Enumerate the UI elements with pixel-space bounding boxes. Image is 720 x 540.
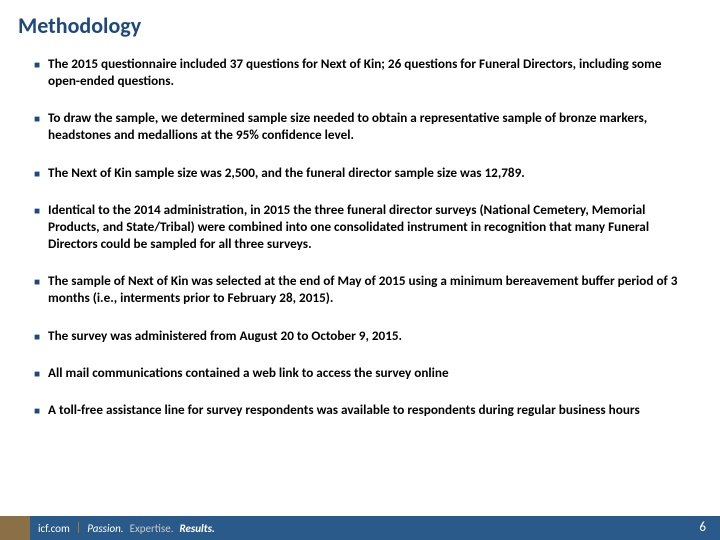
- bullet-text: The 2015 questionnaire included 37 quest…: [48, 55, 686, 89]
- bullet-marker-icon: ■: [34, 58, 40, 71]
- list-item: ■ The Next of Kin sample size was 2,500,…: [34, 164, 686, 181]
- bullet-marker-icon: ■: [34, 367, 40, 380]
- footer-tagline: Results.: [179, 522, 214, 535]
- list-item: ■ The sample of Next of Kin was selected…: [34, 272, 686, 306]
- bullet-marker-icon: ■: [34, 275, 40, 288]
- footer-brand: icf.com: [38, 522, 70, 535]
- bullet-marker-icon: ■: [34, 204, 40, 217]
- list-item: ■ A toll-free assistance line for survey…: [34, 401, 686, 418]
- slide: Methodology ■ The 2015 questionnaire inc…: [0, 0, 720, 540]
- footer-accent: [0, 516, 30, 540]
- bullet-marker-icon: ■: [34, 404, 40, 417]
- footer-tagline: Expertise.: [130, 522, 174, 535]
- bullet-text: Identical to the 2014 administration, in…: [48, 201, 686, 252]
- footer-main: icf.com | Passion. Expertise. Results.: [30, 516, 720, 540]
- bullet-text: To draw the sample, we determined sample…: [48, 109, 686, 143]
- bullet-marker-icon: ■: [34, 330, 40, 343]
- bullet-text: All mail communications contained a web …: [48, 364, 686, 381]
- list-item: ■ Identical to the 2014 administration, …: [34, 201, 686, 252]
- list-item: ■ All mail communications contained a we…: [34, 364, 686, 381]
- bullet-text: A toll-free assistance line for survey r…: [48, 401, 686, 418]
- bullet-marker-icon: ■: [34, 167, 40, 180]
- bullet-text: The Next of Kin sample size was 2,500, a…: [48, 164, 686, 181]
- list-item: ■ To draw the sample, we determined samp…: [34, 109, 686, 143]
- list-item: ■ The 2015 questionnaire included 37 que…: [34, 55, 686, 89]
- footer-separator-icon: |: [76, 521, 82, 535]
- content-area: ■ The 2015 questionnaire included 37 que…: [0, 45, 720, 540]
- list-item: ■ The survey was administered from Augus…: [34, 327, 686, 344]
- page-title: Methodology: [0, 0, 720, 45]
- page-number: 6: [699, 520, 706, 535]
- bullet-marker-icon: ■: [34, 112, 40, 125]
- footer-tagline: Passion.: [87, 522, 123, 535]
- bullet-text: The survey was administered from August …: [48, 327, 686, 344]
- bullet-text: The sample of Next of Kin was selected a…: [48, 272, 686, 306]
- footer-bar: icf.com | Passion. Expertise. Results.: [0, 516, 720, 540]
